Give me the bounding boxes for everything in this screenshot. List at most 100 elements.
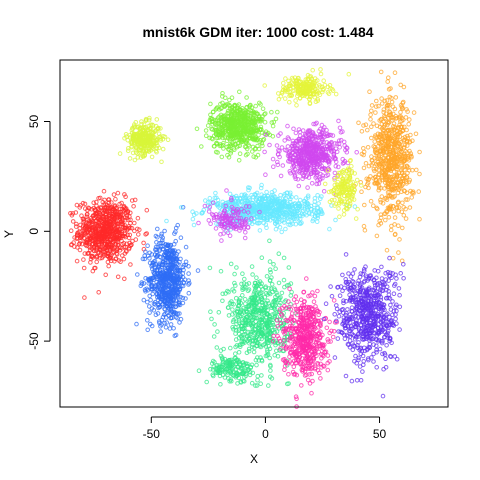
scatter-point [159,231,164,237]
scatter-point [114,205,119,211]
scatter-point [79,241,85,247]
scatter-point [317,83,322,88]
scatter-point [296,127,302,132]
scatter-point [205,123,211,128]
chart-title: mnist6k GDM iter: 1000 cost: 1.484 [142,24,373,40]
scatter-point [101,207,107,213]
scatter-point [401,84,407,90]
scatter-point [171,250,177,256]
scatter-point [278,93,284,99]
scatter-point [170,279,176,285]
scatter-point [94,224,100,229]
scatter-point [199,144,204,149]
scatter-point [368,112,373,118]
scatter-point [160,244,165,249]
scatter-point [178,235,184,240]
scatter-point [105,251,111,257]
scatter-point [159,296,165,301]
scatter-point [293,195,299,200]
scatter-point [237,143,243,149]
scatter-point [372,155,377,161]
scatter-point [155,276,160,282]
scatter-point [262,83,268,88]
scatter-point [237,151,243,156]
scatter-point [218,130,224,136]
scatter-point [156,126,161,131]
scatter-point [282,138,288,143]
scatter-point [172,284,178,290]
scatter-point [227,97,232,103]
scatter-point [256,146,262,152]
scatter-point [230,120,235,125]
scatter-point [337,214,342,219]
scatter-point [254,362,259,368]
scatter-point [194,126,200,132]
scatter-point [93,214,99,219]
scatter-point [155,252,161,258]
scatter-point [130,125,135,131]
scatter-point [113,220,119,225]
scatter-point [367,89,372,94]
scatter-point [168,315,174,321]
cluster-2 [117,115,171,165]
scatter-point [246,142,251,147]
scatter-point [392,70,398,75]
scatter-point [237,89,242,95]
scatter-point [89,207,94,212]
scatter-point [332,170,338,176]
points-layer [68,67,422,409]
scatter-point [203,133,209,138]
scatter-point [384,247,390,253]
scatter-point [172,265,177,270]
scatter-point [118,211,124,217]
scatter-point [174,298,179,304]
scatter-point [141,131,147,137]
scatter-point [293,98,298,103]
scatter-point [178,276,184,282]
scatter-point [287,169,293,174]
scatter-point [77,247,83,253]
scatter-point [139,125,144,131]
scatter-point [208,101,213,107]
cluster-1 [134,205,201,339]
scatter-point [187,280,192,286]
scatter-point [81,257,86,262]
scatter-point [332,197,337,203]
scatter-point [228,135,233,141]
scatter-point [174,291,179,297]
scatter-point [133,237,139,242]
scatter-point [240,135,246,141]
scatter-point [305,185,310,190]
scatter-point [153,312,159,318]
scatter-point [320,87,326,93]
scatter-point [253,103,258,109]
cluster-5 [262,118,360,198]
scatter-point [219,118,224,123]
scatter-point [144,207,150,213]
scatter-point [150,122,155,128]
scatter-point [152,271,157,277]
scatter-point [173,304,178,310]
scatter-point [225,108,231,114]
scatter-point [257,117,263,122]
scatter-point [172,333,178,339]
scatter-point [132,140,137,146]
scatter-point [269,120,275,125]
scatter-point [74,233,80,238]
scatter-point [137,227,142,232]
scatter-point [240,106,245,111]
scatter-point [105,243,110,248]
scatter-point [266,383,271,388]
scatter-point [190,209,195,214]
scatter-point [174,293,179,299]
scatter-point [278,173,284,179]
scatter-point [253,155,259,160]
scatter-point [162,320,167,326]
scatter-point [164,320,169,325]
scatter-point [148,148,154,153]
scatter-point [281,255,287,261]
scatter-point [147,126,153,132]
scatter-point [385,79,391,84]
scatter-point [127,245,132,250]
